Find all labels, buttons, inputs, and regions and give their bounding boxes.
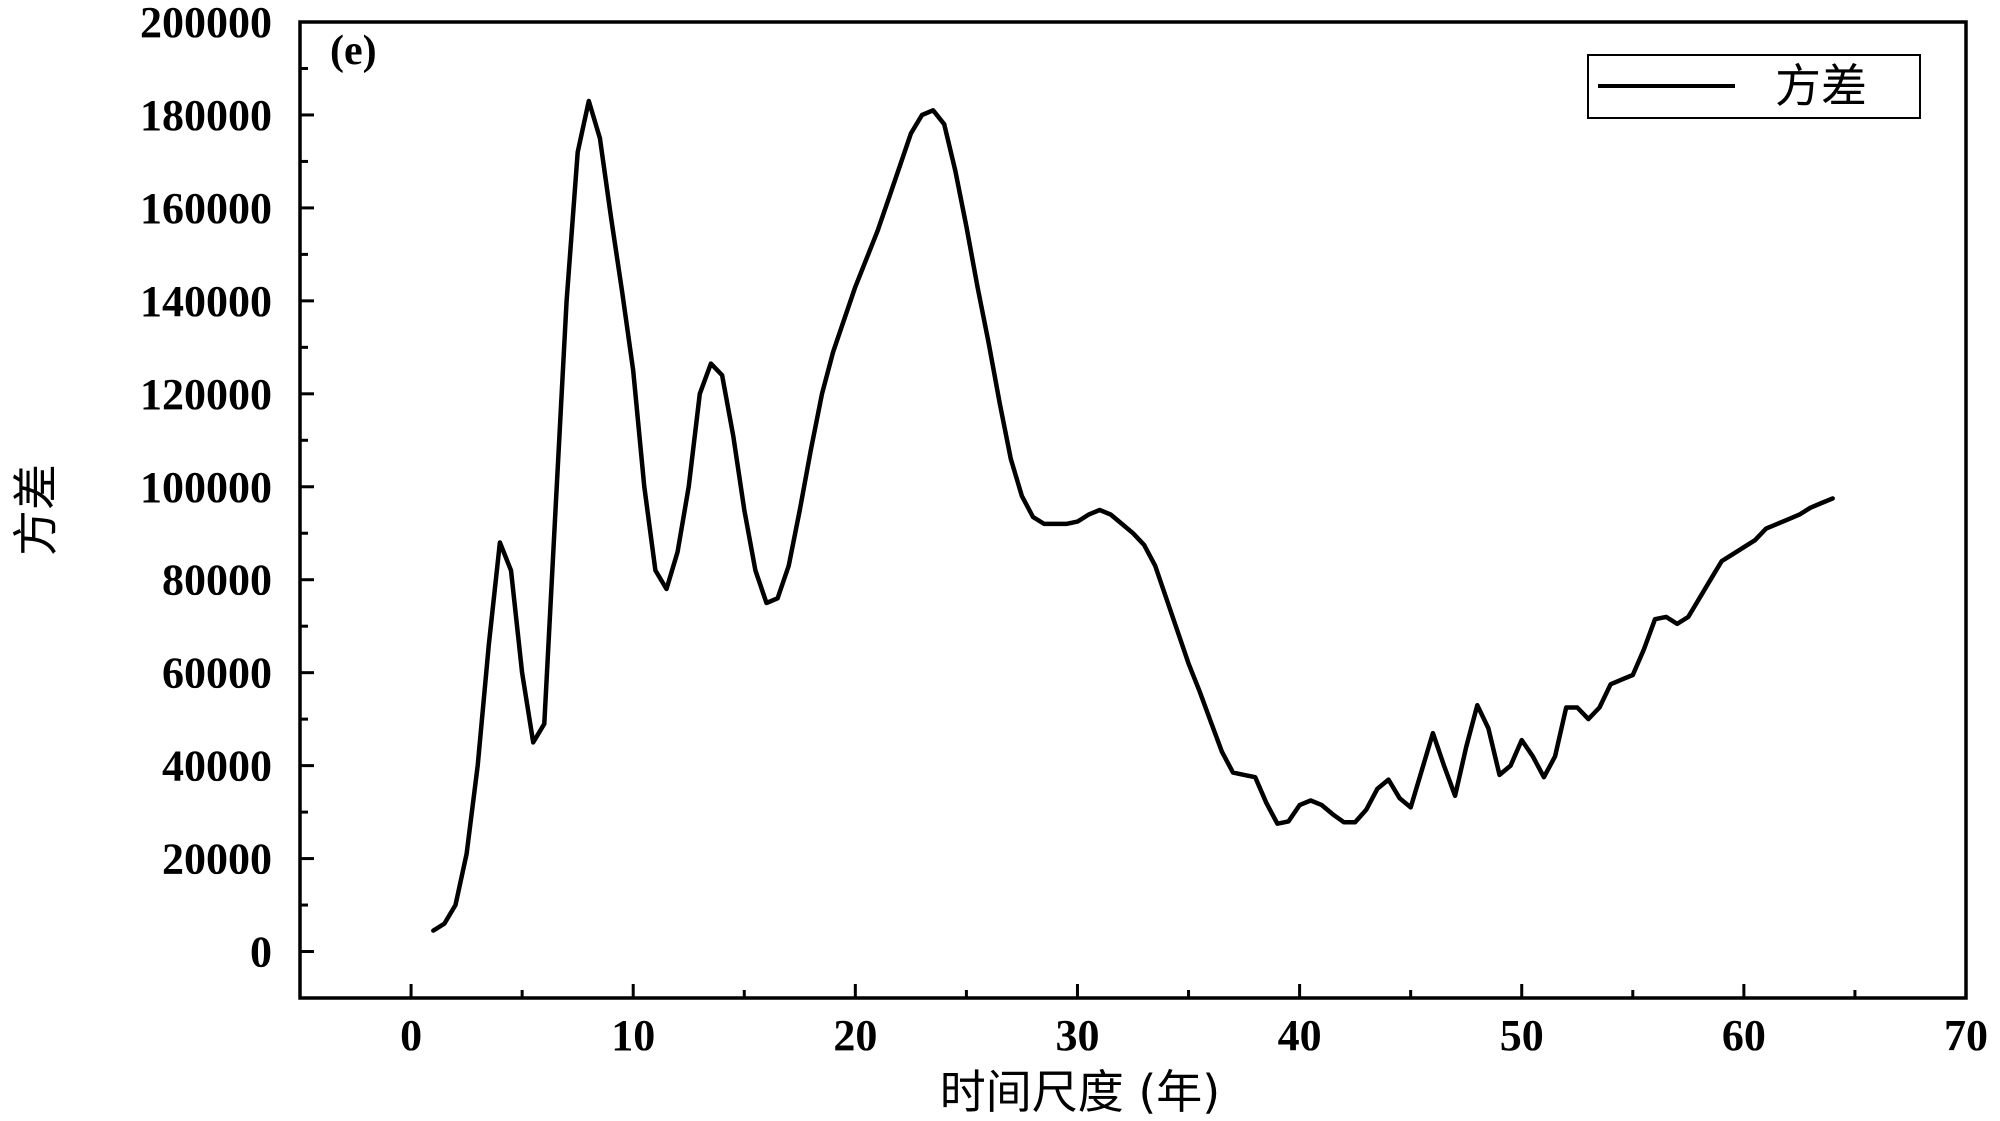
plot-frame xyxy=(298,20,1968,1000)
y-tick-label: 60000 xyxy=(162,649,272,698)
legend-label: 方差 xyxy=(1775,59,1867,113)
y-axis-title: 方差 xyxy=(9,464,63,556)
x-axis-ticks: 0 10 20 30 40 50 60 70 xyxy=(298,984,1988,1060)
y-tick-label: 80000 xyxy=(162,556,272,605)
y-tick-label: 0 xyxy=(250,928,272,977)
x-tick-label: 0 xyxy=(400,1011,422,1060)
x-tick-label: 70 xyxy=(1944,1011,1988,1060)
x-tick-label: 20 xyxy=(833,1011,877,1060)
x-tick-label: 50 xyxy=(1500,1011,1544,1060)
legend: 方差 xyxy=(1587,54,1921,119)
y-tick-label: 180000 xyxy=(140,91,272,140)
x-tick-label: 60 xyxy=(1722,1011,1766,1060)
y-tick-label: 40000 xyxy=(162,742,272,791)
y-tick-label: 20000 xyxy=(162,835,272,884)
x-tick-label: 10 xyxy=(611,1011,655,1060)
y-tick-label: 120000 xyxy=(140,370,272,419)
series-layer xyxy=(431,98,1835,933)
panel-label: (e) xyxy=(330,28,377,74)
y-tick-label: 140000 xyxy=(140,277,272,326)
x-tick-label: 30 xyxy=(1055,1011,1099,1060)
y-tick-label: 200000 xyxy=(140,0,272,47)
y-tick-label: 160000 xyxy=(140,184,272,233)
series-line xyxy=(431,98,1835,933)
x-tick-label: 40 xyxy=(1278,1011,1322,1060)
x-axis-title: 时间尺度 (年) xyxy=(940,1065,1221,1119)
y-tick-label: 100000 xyxy=(140,463,272,512)
y-axis-ticks: 0 20000 40000 60000 80000 100000 120000 140000 1… xyxy=(140,0,314,977)
